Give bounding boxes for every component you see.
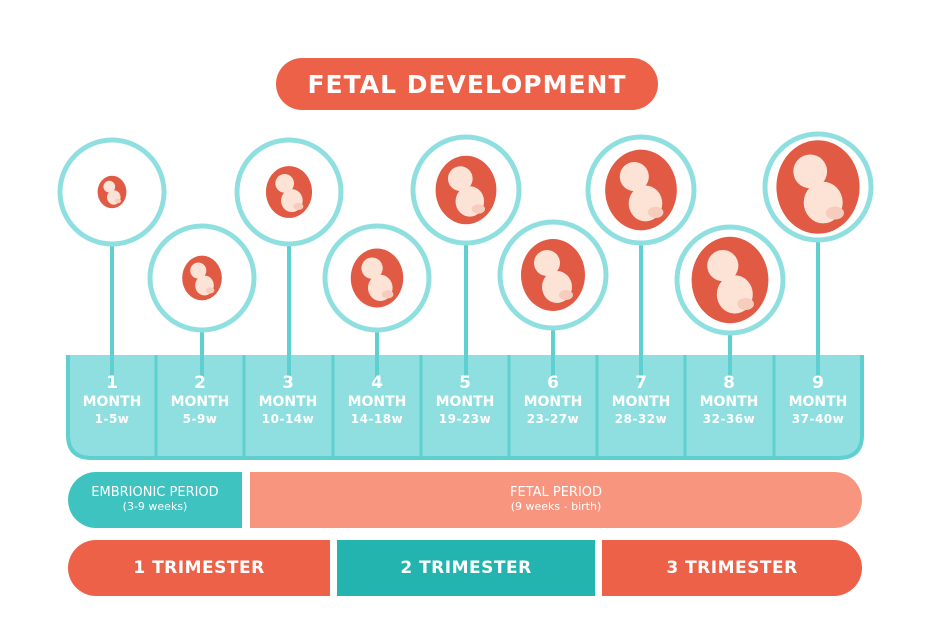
month-number: 9 <box>812 373 824 393</box>
month-label: MONTH <box>82 393 142 410</box>
month-number: 4 <box>371 373 383 393</box>
fetus-icon <box>265 166 313 218</box>
fetus-head <box>275 174 295 193</box>
month-6: 6 MONTH 23-27w <box>509 373 597 426</box>
fetus-circles <box>57 131 874 336</box>
month-row: 1 MONTH 1-5w 2 MONTH 5-9w 3 MONTH 10-14w 4 MONT… <box>68 373 862 456</box>
month-5: 5 MONTH 19-23w <box>421 373 509 426</box>
month-number: 7 <box>635 373 647 393</box>
embryonic-period-label: EMBRIONIC PERIOD <box>91 485 219 501</box>
week-range: 14-18w <box>350 411 404 426</box>
fetus-head <box>707 250 739 282</box>
fetus-circle-9 <box>762 131 874 243</box>
month-dividers <box>154 355 776 458</box>
fetus-icon <box>776 140 860 234</box>
month-label: MONTH <box>170 393 230 410</box>
week-range: 1-5w <box>94 411 130 426</box>
trimester-3-bar: 3 TRIMESTER <box>602 540 862 596</box>
month-2: 2 MONTH 5-9w <box>156 373 244 426</box>
month-8: 8 MONTH 32-36w <box>685 373 773 426</box>
fetus-leg <box>647 206 664 218</box>
fetus-icon <box>350 248 404 308</box>
fetus-icon <box>97 175 127 209</box>
month-1: 1 MONTH 1-5w <box>68 373 156 426</box>
fetus-icon <box>521 239 585 311</box>
month-label: MONTH <box>523 393 583 410</box>
month-7: 7 MONTH 28-32w <box>597 373 685 426</box>
fetus-leg <box>205 287 215 294</box>
fetus-head <box>190 262 207 279</box>
week-range: 37-40w <box>791 411 845 426</box>
fetus-leg <box>737 298 754 310</box>
month-number: 1 <box>106 373 118 393</box>
fetus-head <box>361 257 383 279</box>
month-3: 3 MONTH 10-14w <box>244 373 332 426</box>
month-number: 5 <box>459 373 471 393</box>
month-label: MONTH <box>699 393 759 410</box>
fetus-circle-3 <box>234 137 344 247</box>
page-title: FETAL DEVELOPMENT <box>276 58 658 110</box>
month-label: MONTH <box>435 393 495 410</box>
fetus-leg <box>381 290 394 299</box>
month-label: MONTH <box>258 393 318 410</box>
fetus-icon <box>691 236 769 324</box>
fetus-icon <box>605 149 677 231</box>
trimester-1-bar: 1 TRIMESTER <box>68 540 330 596</box>
fetal-period-weeks: (9 weeks - birth) <box>510 500 602 514</box>
fetus-circle-6 <box>497 219 609 331</box>
embryonic-period-bar: EMBRIONIC PERIOD (3-9 weeks) <box>68 472 242 528</box>
week-range: 32-36w <box>702 411 756 426</box>
fetus-head <box>619 162 649 192</box>
month-number: 2 <box>194 373 206 393</box>
fetus-head <box>447 166 473 191</box>
week-range: 28-32w <box>614 411 668 426</box>
fetus-circle-7 <box>585 134 697 246</box>
fetus-icon <box>435 155 497 225</box>
fetus-circle-1 <box>57 137 167 247</box>
month-number: 6 <box>547 373 559 393</box>
month-label: MONTH <box>788 393 848 410</box>
fetus-head <box>534 250 560 276</box>
week-range: 5-9w <box>182 411 218 426</box>
fetus-circle-5 <box>410 134 522 246</box>
fetal-period-label: FETAL PERIOD <box>509 485 603 501</box>
fetus-circle-4 <box>322 223 432 333</box>
month-9: 9 MONTH 37-40w <box>774 373 862 426</box>
fetus-head <box>793 154 828 189</box>
embryonic-period-weeks: (3-9 weeks) <box>122 500 188 514</box>
month-label: MONTH <box>347 393 407 410</box>
month-4: 4 MONTH 14-18w <box>333 373 421 426</box>
month-number: 8 <box>723 373 735 393</box>
week-range: 19-23w <box>438 411 492 426</box>
fetal-period-bar: FETAL PERIOD (9 weeks - birth) <box>250 472 862 528</box>
fetus-circle-8 <box>674 224 786 336</box>
fetus-circle-2 <box>147 223 257 333</box>
fetus-head <box>103 180 116 193</box>
month-number: 3 <box>282 373 294 393</box>
fetus-leg <box>114 198 121 204</box>
month-container <box>66 355 864 460</box>
trimester-2-bar: 2 TRIMESTER <box>337 540 595 596</box>
fetus-leg <box>471 204 485 214</box>
fetus-leg <box>559 290 573 300</box>
fetus-icon <box>182 255 222 301</box>
fetus-leg <box>825 206 844 220</box>
month-label: MONTH <box>611 393 671 410</box>
stems <box>110 240 820 382</box>
fetus-leg <box>293 202 304 210</box>
week-range: 23-27w <box>526 411 580 426</box>
week-range: 10-14w <box>261 411 315 426</box>
